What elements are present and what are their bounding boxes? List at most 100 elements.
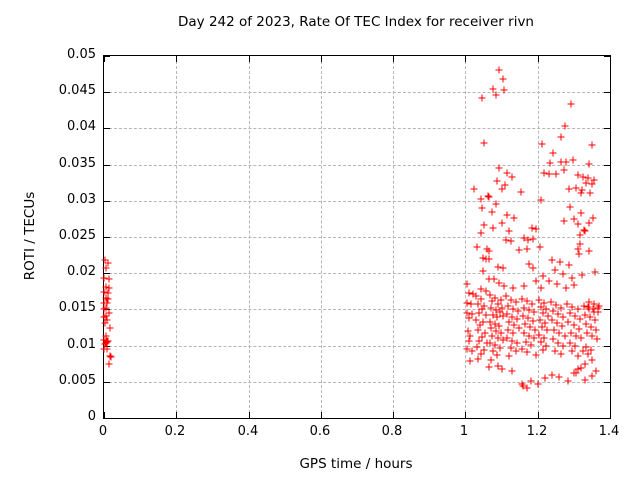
data-point: [493, 177, 501, 185]
data-point: [581, 376, 589, 384]
data-point: [485, 193, 493, 200]
data-point: [102, 264, 110, 272]
data-point: [574, 352, 582, 360]
data-point: [479, 267, 487, 275]
data-point: [505, 318, 513, 326]
data-point: [527, 377, 534, 385]
y-gridline: [104, 165, 610, 166]
data-point: [588, 372, 596, 380]
data-point: [537, 196, 545, 204]
data-point: [103, 338, 111, 346]
x-tick-mark: [249, 56, 250, 62]
data-point: [579, 173, 587, 181]
data-point: [582, 320, 590, 328]
y-tick-label: 0.03: [67, 192, 96, 207]
data-point: [503, 310, 511, 318]
data-point: [542, 342, 550, 350]
data-point: [540, 299, 548, 307]
data-point: [102, 283, 110, 291]
y-gridline: [104, 92, 610, 93]
data-point: [577, 334, 585, 342]
data-point: [576, 240, 584, 248]
data-point: [575, 325, 583, 333]
data-point: [521, 320, 529, 328]
data-point: [465, 289, 473, 297]
data-point: [536, 316, 544, 323]
data-point: [539, 309, 547, 317]
data-point: [574, 245, 582, 253]
data-point: [554, 339, 562, 347]
data-point: [523, 297, 531, 305]
data-point: [590, 308, 598, 316]
data-point: [545, 277, 553, 285]
y-tick-mark: [104, 201, 110, 202]
data-point: [102, 304, 110, 312]
data-point: [562, 158, 570, 166]
data-point: [495, 164, 503, 172]
y-gridline: [104, 237, 610, 238]
data-point: [509, 284, 517, 292]
y-tick-label: 0: [87, 409, 96, 424]
data-point: [500, 86, 508, 94]
data-point: [104, 295, 112, 303]
data-point: [585, 298, 593, 306]
data-point: [513, 315, 521, 323]
data-point: [536, 243, 544, 251]
data-point: [496, 344, 504, 352]
data-point: [528, 300, 536, 308]
data-point: [502, 236, 510, 244]
data-point: [488, 208, 496, 216]
y-tick-mark: [104, 92, 110, 93]
data-point: [509, 329, 517, 337]
data-point: [489, 224, 497, 232]
data-point: [468, 347, 476, 355]
data-point: [532, 351, 540, 359]
data-point: [478, 333, 486, 341]
data-point: [537, 338, 545, 346]
data-point: [485, 247, 493, 255]
data-point: [498, 219, 506, 226]
x-tick-mark: [321, 56, 322, 62]
data-point: [492, 327, 500, 335]
y-tick-label: 0.035: [58, 156, 96, 171]
data-point: [529, 235, 537, 243]
data-point: [548, 256, 556, 264]
data-point: [532, 225, 540, 233]
x-tick-label: 0.8: [381, 424, 403, 439]
data-point: [543, 326, 551, 334]
y-gridline: [104, 382, 610, 383]
data-point: [495, 66, 503, 74]
data-point: [483, 245, 491, 253]
x-tick-mark: [176, 56, 177, 62]
x-tick-mark: [176, 412, 177, 418]
data-point: [525, 260, 533, 268]
data-point: [591, 316, 599, 324]
data-point: [497, 296, 505, 304]
data-point: [546, 159, 554, 167]
data-point: [489, 311, 497, 318]
data-point: [575, 250, 583, 258]
y-tick-mark: [104, 128, 110, 129]
data-point: [499, 312, 507, 320]
data-point: [594, 304, 602, 312]
data-point: [474, 355, 482, 363]
data-point: [548, 371, 556, 379]
data-point: [526, 323, 534, 331]
data-point: [539, 272, 547, 280]
data-point: [569, 156, 577, 164]
y-gridline: [104, 128, 610, 129]
x-tick-mark: [465, 56, 466, 62]
data-point: [502, 292, 510, 300]
data-point: [510, 214, 518, 221]
data-point: [505, 352, 513, 360]
data-point: [524, 314, 532, 322]
data-point: [465, 337, 473, 345]
data-point: [585, 219, 593, 227]
data-point: [480, 346, 488, 354]
data-point: [522, 338, 530, 346]
data-point: [489, 85, 497, 93]
x-tick-label: 0: [98, 424, 108, 439]
data-point: [571, 312, 579, 320]
data-point: [486, 291, 494, 299]
y-tick-mark: [604, 382, 610, 383]
